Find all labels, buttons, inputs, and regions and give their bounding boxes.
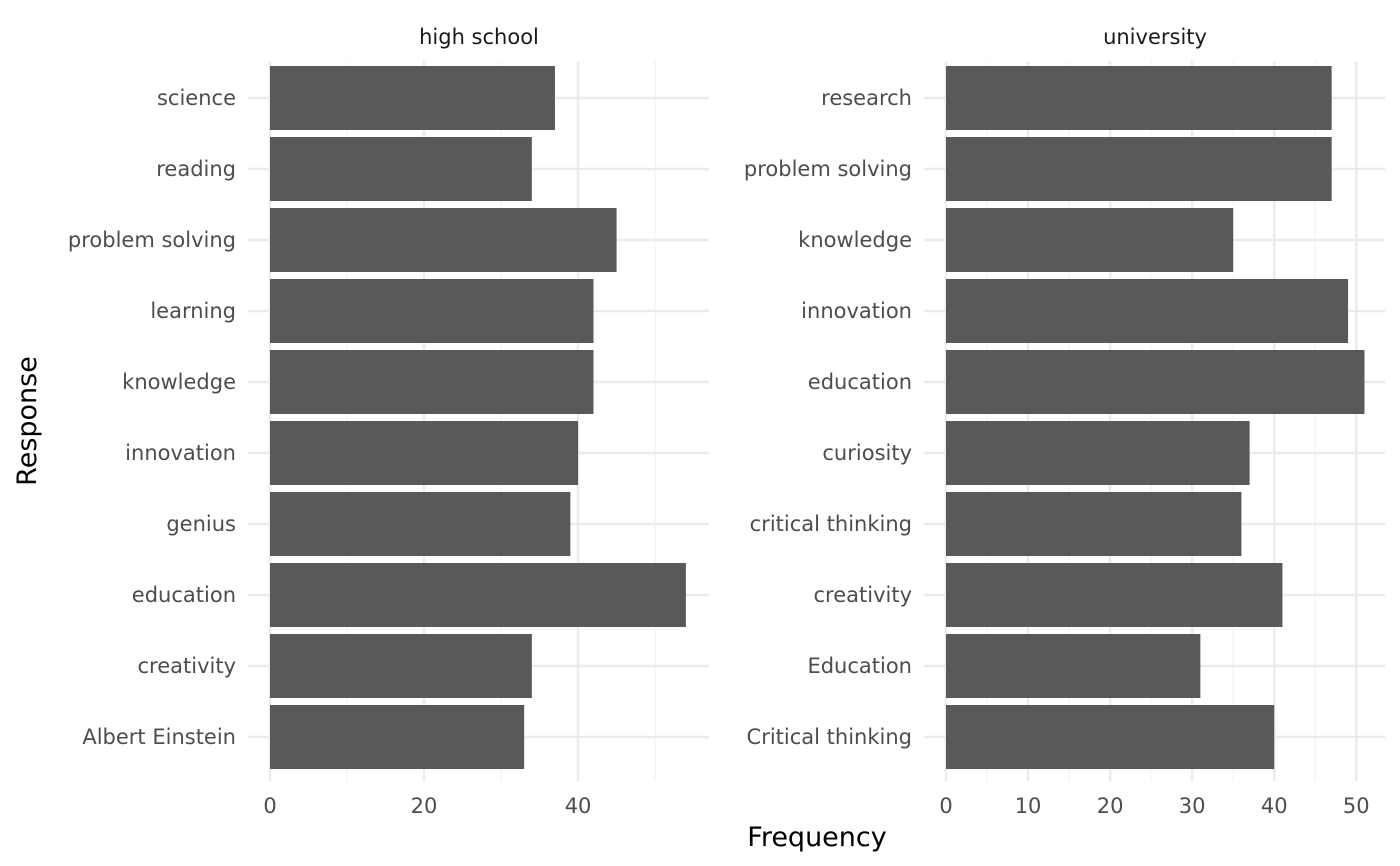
bar-problem-solving bbox=[946, 137, 1332, 201]
bar-research bbox=[946, 66, 1332, 130]
category-label: problem solving bbox=[68, 228, 236, 252]
category-label: innovation bbox=[125, 441, 236, 465]
category-label: education bbox=[132, 583, 236, 607]
bar-learning bbox=[270, 279, 594, 343]
x-tick-label: 40 bbox=[1261, 794, 1288, 818]
category-label: learning bbox=[150, 299, 236, 323]
bar-critical-thinking bbox=[946, 705, 1275, 769]
x-tick-label: 0 bbox=[939, 794, 952, 818]
category-label: genius bbox=[166, 512, 236, 536]
x-axis-title: Frequency bbox=[747, 822, 887, 853]
category-label: creativity bbox=[138, 654, 237, 678]
y-axis-title: Response bbox=[12, 356, 43, 486]
bar-albert-einstein bbox=[270, 705, 525, 769]
bar-knowledge bbox=[270, 350, 594, 414]
panel-university: research problem solving knowledge innovati… bbox=[744, 25, 1385, 818]
bar-innovation bbox=[270, 421, 579, 485]
bar-problem-solving bbox=[270, 208, 617, 272]
category-label: Education bbox=[807, 654, 912, 678]
category-label: education bbox=[808, 370, 912, 394]
category-label: critical thinking bbox=[750, 512, 912, 536]
x-tick-label: 0 bbox=[263, 794, 276, 818]
bar-innovation bbox=[946, 279, 1349, 343]
category-label: creativity bbox=[814, 583, 913, 607]
category-label: science bbox=[157, 86, 236, 110]
category-label: curiosity bbox=[822, 441, 912, 465]
x-tick-label: 20 bbox=[1097, 794, 1124, 818]
bar-reading bbox=[270, 137, 532, 201]
x-tick-label: 30 bbox=[1179, 794, 1206, 818]
bar-education bbox=[946, 350, 1365, 414]
category-label: problem solving bbox=[744, 157, 912, 181]
facet-title: university bbox=[1103, 25, 1207, 49]
bar-critical-thinking bbox=[946, 492, 1242, 556]
bar-genius bbox=[270, 492, 571, 556]
category-label: Critical thinking bbox=[747, 725, 912, 749]
category-label: innovation bbox=[801, 299, 912, 323]
facet-title: high school bbox=[419, 25, 539, 49]
bar-knowledge bbox=[946, 208, 1234, 272]
category-label: research bbox=[821, 86, 912, 110]
bar-creativity bbox=[270, 634, 532, 698]
x-tick-label: 20 bbox=[411, 794, 438, 818]
bar-science bbox=[270, 66, 555, 130]
bar-creativity bbox=[946, 563, 1283, 627]
x-tick-label: 40 bbox=[565, 794, 592, 818]
category-label: knowledge bbox=[122, 370, 236, 394]
category-label: knowledge bbox=[798, 228, 912, 252]
panel-high-school: science reading problem solving learning kno… bbox=[68, 25, 709, 818]
bar-education bbox=[946, 634, 1201, 698]
x-tick-label: 10 bbox=[1015, 794, 1042, 818]
category-label: Albert Einstein bbox=[82, 725, 236, 749]
x-tick-label: 50 bbox=[1343, 794, 1370, 818]
category-label: reading bbox=[156, 157, 236, 181]
bar-curiosity bbox=[946, 421, 1250, 485]
bar-education bbox=[270, 563, 686, 627]
